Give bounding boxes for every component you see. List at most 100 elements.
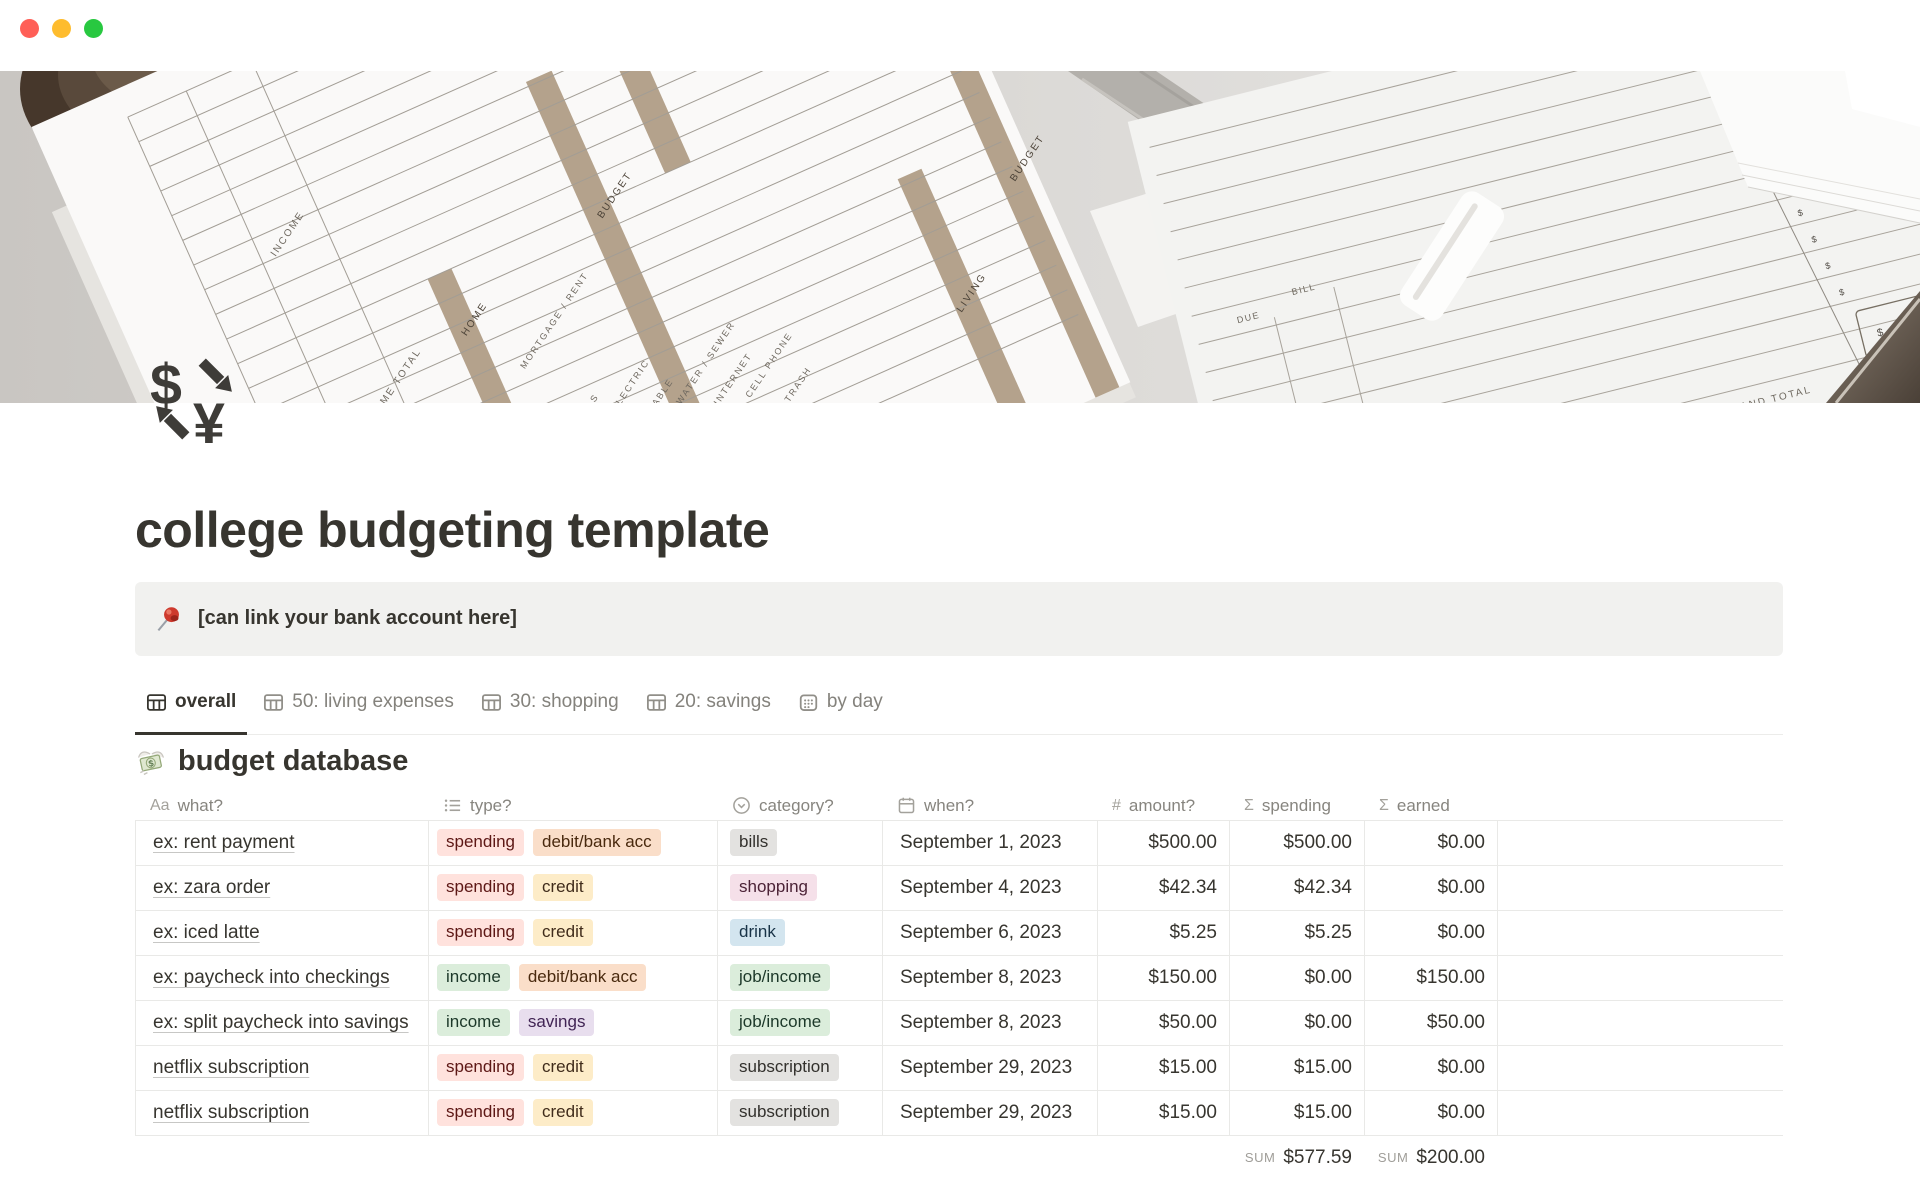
tab-30-shopping[interactable]: 30: shopping bbox=[470, 673, 630, 735]
column-header-when[interactable]: when? bbox=[882, 792, 1097, 820]
cell-spending[interactable]: $5.25 bbox=[1230, 910, 1365, 955]
row-title: netflix subscription bbox=[153, 1056, 310, 1078]
cell-category[interactable]: job/income bbox=[718, 955, 883, 1000]
cell-type[interactable]: income savings bbox=[429, 1000, 718, 1045]
spending-value: $0.00 bbox=[1304, 966, 1352, 988]
cell-type[interactable]: spending debit/bank acc bbox=[429, 820, 718, 865]
calendar-view-icon bbox=[799, 693, 817, 711]
tag: credit bbox=[533, 1054, 593, 1081]
cell-earned[interactable]: $0.00 bbox=[1365, 820, 1498, 865]
tab-overall[interactable]: overall bbox=[135, 673, 248, 735]
cell-empty bbox=[1498, 866, 1784, 910]
cell-what[interactable]: ex: rent payment bbox=[136, 820, 429, 865]
cell-what[interactable]: ex: iced latte bbox=[136, 910, 429, 955]
tag: shopping bbox=[730, 874, 818, 901]
page-icon-currency-exchange[interactable]: $ ¥ bbox=[150, 353, 236, 456]
cell-what[interactable]: ex: paycheck into checkings bbox=[136, 955, 429, 1000]
table-view-icon bbox=[646, 693, 666, 711]
cell-spending[interactable]: $500.00 bbox=[1230, 820, 1365, 865]
cell-when[interactable]: September 1, 2023 bbox=[883, 820, 1098, 865]
spending-value: $15.00 bbox=[1293, 1056, 1352, 1078]
cell-what[interactable]: netflix subscription bbox=[136, 1045, 429, 1090]
cell-what[interactable]: netflix subscription bbox=[136, 1090, 429, 1135]
cell-when[interactable]: September 29, 2023 bbox=[883, 1090, 1098, 1135]
cell-empty bbox=[1498, 1001, 1784, 1045]
formula-property-icon: Σ bbox=[1244, 796, 1254, 814]
view-tabs: overall 50: living expenses 30: shopping… bbox=[135, 673, 1783, 735]
column-header-category[interactable]: category? bbox=[717, 792, 882, 820]
cell-type[interactable]: income debit/bank acc bbox=[429, 955, 718, 1000]
cell-when[interactable]: September 6, 2023 bbox=[883, 910, 1098, 955]
cell-amount[interactable]: $5.25 bbox=[1098, 910, 1230, 955]
cell-type[interactable]: spending credit bbox=[429, 1045, 718, 1090]
cell-spending[interactable]: $0.00 bbox=[1230, 1000, 1365, 1045]
cell-spending[interactable]: $0.00 bbox=[1230, 955, 1365, 1000]
date-value: September 8, 2023 bbox=[900, 966, 1062, 988]
cell-earned[interactable]: $150.00 bbox=[1365, 955, 1498, 1000]
callout-block[interactable]: [can link your bank account here] bbox=[135, 581, 1783, 656]
cell-spending[interactable]: $15.00 bbox=[1230, 1045, 1365, 1090]
minimize-button[interactable] bbox=[52, 19, 71, 38]
cell-type[interactable]: spending credit bbox=[429, 1090, 718, 1135]
tab-50-living-expenses[interactable]: 50: living expenses bbox=[252, 673, 465, 735]
cell-spending[interactable]: $15.00 bbox=[1230, 1090, 1365, 1135]
column-header-amount[interactable]: # amount? bbox=[1097, 792, 1229, 820]
cell-earned[interactable]: $0.00 bbox=[1365, 1045, 1498, 1090]
cell-spending[interactable]: $42.34 bbox=[1230, 865, 1365, 910]
cell-amount[interactable]: $15.00 bbox=[1098, 1045, 1230, 1090]
cell-amount[interactable]: $500.00 bbox=[1098, 820, 1230, 865]
cell-earned[interactable]: $0.00 bbox=[1365, 865, 1498, 910]
tab-20-savings[interactable]: 20: savings bbox=[635, 673, 782, 735]
cell-empty bbox=[1498, 1091, 1784, 1135]
money-with-wings-icon: $ bbox=[137, 750, 165, 775]
tab-label: 20: savings bbox=[674, 691, 771, 712]
tag: job/income bbox=[730, 1009, 831, 1036]
column-header-type[interactable]: type? bbox=[428, 792, 717, 820]
cell-category[interactable]: job/income bbox=[718, 1000, 883, 1045]
cell-earned[interactable]: $50.00 bbox=[1365, 1000, 1498, 1045]
select-property-icon bbox=[732, 796, 751, 815]
formula-property-icon: Σ bbox=[1379, 796, 1389, 814]
paper-stack-illustration bbox=[1700, 71, 1920, 224]
close-button[interactable] bbox=[20, 19, 39, 38]
cell-category[interactable]: bills bbox=[718, 820, 883, 865]
cell-category[interactable]: drink bbox=[718, 910, 883, 955]
cell-type[interactable]: spending credit bbox=[429, 865, 718, 910]
cell-amount[interactable]: $15.00 bbox=[1098, 1090, 1230, 1135]
cell-when[interactable]: September 4, 2023 bbox=[883, 865, 1098, 910]
cell-type[interactable]: spending credit bbox=[429, 910, 718, 955]
cell-when[interactable]: September 8, 2023 bbox=[883, 955, 1098, 1000]
tab-by-day[interactable]: by day bbox=[787, 673, 894, 735]
cell-category[interactable]: subscription bbox=[718, 1090, 883, 1135]
tab-label: by day bbox=[826, 691, 883, 712]
cell-what[interactable]: ex: zara order bbox=[136, 865, 429, 910]
arrow-down-right-icon bbox=[198, 358, 232, 392]
cell-earned[interactable]: $0.00 bbox=[1365, 1090, 1498, 1135]
column-header-empty bbox=[1497, 792, 1783, 820]
zoom-button[interactable] bbox=[84, 19, 103, 38]
cell-amount[interactable]: $150.00 bbox=[1098, 955, 1230, 1000]
cell-what[interactable]: ex: split paycheck into savings bbox=[136, 1000, 429, 1045]
cell-amount[interactable]: $42.34 bbox=[1098, 865, 1230, 910]
tag: spending bbox=[437, 874, 525, 901]
svg-text:$: $ bbox=[1824, 260, 1831, 271]
column-header-earned[interactable]: Σ earned bbox=[1364, 792, 1497, 820]
cell-category[interactable]: shopping bbox=[718, 865, 883, 910]
spending-sum[interactable]: SUM $577.59 bbox=[1229, 1138, 1364, 1178]
amount-value: $15.00 bbox=[1158, 1101, 1217, 1123]
cell-when[interactable]: September 29, 2023 bbox=[883, 1045, 1098, 1090]
cell-category[interactable]: subscription bbox=[718, 1045, 883, 1090]
cell-when[interactable]: September 8, 2023 bbox=[883, 1000, 1098, 1045]
cell-earned[interactable]: $0.00 bbox=[1365, 910, 1498, 955]
cell-empty bbox=[1498, 956, 1784, 1000]
row-title: ex: split paycheck into savings bbox=[153, 1011, 409, 1033]
page-title[interactable]: college budgeting template bbox=[135, 502, 770, 558]
arrow-up-left-icon bbox=[156, 406, 190, 440]
column-label: type? bbox=[470, 795, 512, 815]
currency-exchange-icon: $ ¥ bbox=[150, 353, 232, 456]
date-value: September 4, 2023 bbox=[900, 876, 1062, 898]
column-header-spending[interactable]: Σ spending bbox=[1229, 792, 1364, 820]
cell-amount[interactable]: $50.00 bbox=[1098, 1000, 1230, 1045]
column-header-what[interactable]: Aa what? bbox=[135, 792, 428, 820]
earned-sum[interactable]: SUM $200.00 bbox=[1364, 1138, 1497, 1178]
